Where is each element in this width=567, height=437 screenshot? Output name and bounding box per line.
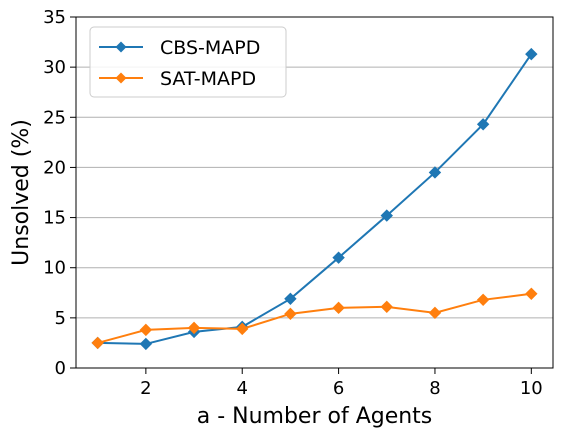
data-point <box>380 209 393 222</box>
x-tick-label: 8 <box>429 378 440 399</box>
x-axis: 2 4 6 8 10 <box>140 368 543 399</box>
y-tick-label: 25 <box>43 107 66 128</box>
grid-lines <box>76 66 553 319</box>
legend-marker <box>115 41 127 53</box>
series-line <box>97 53 533 345</box>
y-axis: 0 5 10 15 20 25 30 35 <box>43 7 76 379</box>
data-point <box>525 47 538 61</box>
data-point <box>139 337 153 351</box>
y-tick-label: 15 <box>43 208 66 229</box>
x-axis-label: a - Number of Agents <box>197 404 433 429</box>
y-tick-label: 20 <box>43 157 66 178</box>
data-point <box>476 118 490 131</box>
data-point <box>380 300 393 314</box>
y-tick-label: 35 <box>43 7 66 28</box>
x-tick-label: 2 <box>140 378 151 399</box>
data-point <box>525 287 538 300</box>
data-point <box>187 321 201 335</box>
data-point <box>236 322 249 336</box>
data-point <box>428 166 442 179</box>
legend-label: SAT-MAPD <box>160 68 256 90</box>
data-point <box>476 293 490 307</box>
y-tick-label: 30 <box>43 57 66 78</box>
legend: CBS-MAPD SAT-MAPD <box>89 26 287 98</box>
y-axis-label: Unsolved (%) <box>9 119 34 266</box>
legend-entry: SAT-MAPD <box>99 68 256 90</box>
data-point <box>139 323 153 337</box>
data-point <box>428 306 442 320</box>
x-tick-label: 6 <box>333 378 344 399</box>
data-point <box>332 251 345 264</box>
y-tick-label: 10 <box>43 258 66 279</box>
y-tick-label: 0 <box>55 358 66 379</box>
data-point <box>91 336 104 350</box>
series-line <box>97 292 532 344</box>
legend-label: CBS-MAPD <box>160 37 260 59</box>
y-tick-label: 5 <box>55 308 66 329</box>
data-point <box>332 301 345 315</box>
legend-marker <box>115 72 127 84</box>
x-tick-label: 10 <box>520 378 543 399</box>
x-tick-label: 4 <box>237 378 248 399</box>
legend-box <box>89 26 287 98</box>
series-1 <box>91 287 538 350</box>
plot-frame <box>75 16 554 369</box>
series-group <box>91 47 538 351</box>
legend-entry: CBS-MAPD <box>99 37 260 59</box>
data-point <box>284 307 297 321</box>
data-point <box>284 292 297 306</box>
